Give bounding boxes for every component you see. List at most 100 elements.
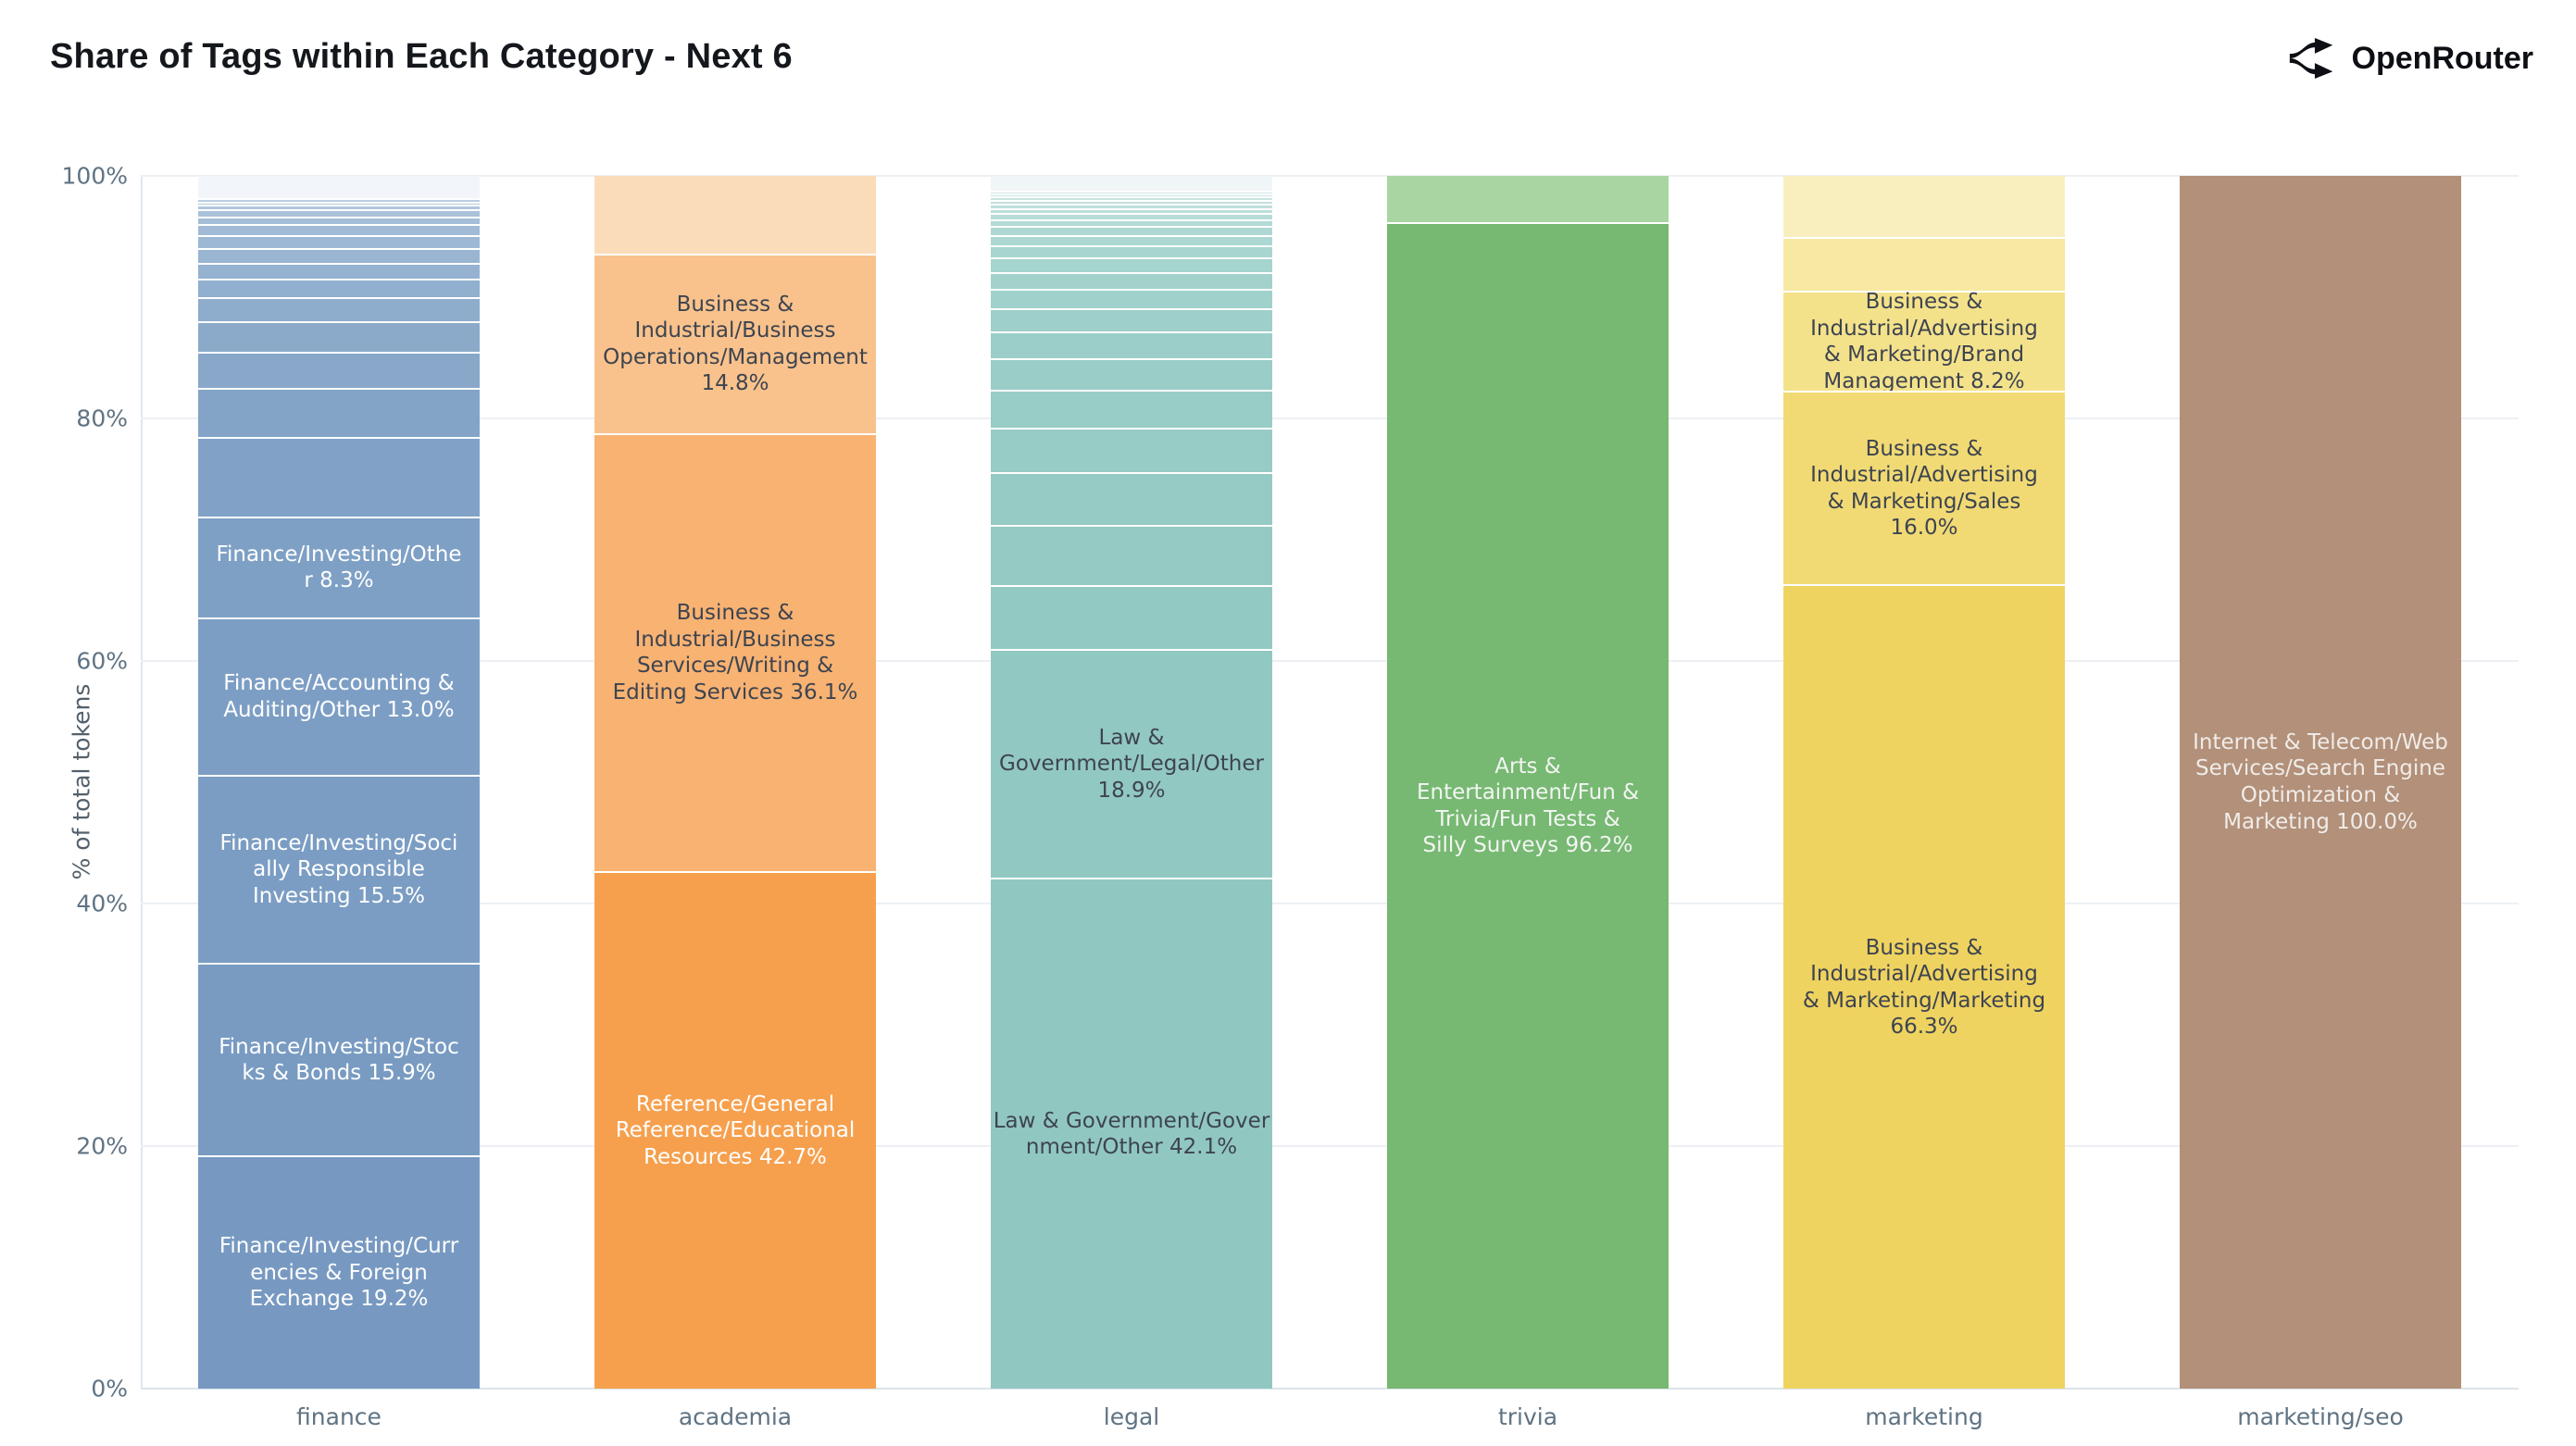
x-axis-label: legal: [1103, 1403, 1160, 1430]
bar-segment-label: Business & Industrial/Advertising & Market…: [1802, 935, 2046, 1040]
bar-segment[interactable]: [198, 205, 480, 210]
gridline: [141, 903, 2519, 904]
bar-segment[interactable]: Business & Industrial/Business Services/Wr…: [594, 432, 876, 871]
bar-segment[interactable]: [1783, 176, 2065, 237]
bar-segment[interactable]: [198, 224, 480, 235]
bar-segment[interactable]: [991, 585, 1272, 649]
bar-segment[interactable]: [198, 388, 480, 437]
bar-segment[interactable]: [991, 308, 1272, 332]
bar-segment[interactable]: [991, 200, 1272, 205]
bar-segment[interactable]: [198, 297, 480, 322]
y-tick-label: 100%: [61, 162, 128, 190]
bar-segment-label: Arts & Entertainment/Fun & Trivia/Fun Test…: [1416, 754, 1640, 858]
bar-segment[interactable]: [991, 427, 1272, 473]
openrouter-icon: [2285, 31, 2339, 85]
bar-segment[interactable]: [198, 216, 480, 225]
x-axis-label: marketing: [1865, 1403, 1983, 1430]
bar-segment[interactable]: [1783, 236, 2065, 292]
bar-segment[interactable]: [198, 201, 480, 206]
bar-segment[interactable]: Arts & Entertainment/Fun & Trivia/Fun Test…: [1387, 221, 1669, 1389]
bar-segment[interactable]: [991, 212, 1272, 219]
bar-segment[interactable]: [991, 176, 1272, 191]
bar-segment[interactable]: Internet & Telecom/Web Services/Search En…: [2180, 176, 2461, 1389]
y-tick-label: 80%: [76, 405, 128, 432]
bar-segment[interactable]: Business & Industrial/Advertising & Market…: [1783, 390, 2065, 585]
y-tick-label: 40%: [76, 890, 128, 917]
bar-segment-label: Reference/General Reference/Educational Re…: [615, 1091, 856, 1169]
bar-segment[interactable]: [991, 472, 1272, 525]
bar-segment[interactable]: Finance/Investing/Othe r 8.3%: [198, 517, 480, 617]
bar-segment[interactable]: [991, 331, 1272, 359]
y-tick-label: 20%: [76, 1132, 128, 1160]
gridline: [141, 418, 2519, 419]
bar-segment[interactable]: Finance/Investing/Stoc ks & Bonds 15.9%: [198, 963, 480, 1156]
bar-segment[interactable]: [198, 279, 480, 297]
bar-segment[interactable]: [198, 176, 480, 198]
page-title: Share of Tags within Each Category - Nex…: [50, 37, 793, 76]
bar-segment[interactable]: [991, 190, 1272, 193]
bar-segment[interactable]: [991, 204, 1272, 208]
bar-segment[interactable]: Business & Industrial/Business Operations/…: [594, 253, 876, 433]
bar-segment[interactable]: [198, 234, 480, 248]
bar-segment[interactable]: [198, 197, 480, 202]
bar-segment-label: Business & Industrial/Business Services/Wr…: [612, 601, 858, 704]
bar-segment[interactable]: Reference/General Reference/Educational Re…: [594, 870, 876, 1389]
bar-segment[interactable]: [991, 272, 1272, 290]
bar-segment[interactable]: [991, 196, 1272, 201]
bar-segment-label: Finance/Investing/Curr encies & Foreign Ex…: [219, 1234, 459, 1312]
bar-segment-label: Business & Industrial/Advertising & Market…: [1810, 290, 2038, 393]
bar-segment[interactable]: [198, 436, 480, 517]
x-axis-label: academia: [678, 1403, 793, 1430]
y-tick-label: 0%: [91, 1375, 128, 1402]
bar-segment[interactable]: [991, 257, 1272, 273]
bar-segment[interactable]: [991, 245, 1272, 258]
bar-segment[interactable]: [198, 247, 480, 263]
bar-segment[interactable]: [991, 207, 1272, 213]
bar-segment-label: Finance/Investing/Soci ally Responsible In…: [219, 830, 458, 908]
x-axis-label: trivia: [1497, 1403, 1558, 1430]
bar-segment-label: Law & Government/Gover nment/Other 42.1%: [993, 1108, 1270, 1160]
bar-segment[interactable]: [991, 234, 1272, 246]
bar-segment-label: Finance/Accounting & Auditing/Other 13.0%: [223, 671, 455, 722]
bar-segment[interactable]: [198, 321, 480, 352]
bar-segment[interactable]: Law & Government/Legal/Other 18.9%: [991, 648, 1272, 879]
bar-segment[interactable]: Business & Industrial/Advertising & Market…: [1783, 584, 2065, 1389]
bar-segment[interactable]: Business & Industrial/Advertising & Market…: [1783, 290, 2065, 393]
y-tick-label: 60%: [76, 647, 128, 675]
bar-segment[interactable]: [198, 262, 480, 280]
bar-segment[interactable]: [1387, 176, 1669, 222]
bar-segment-label: Law & Government/Legal/Other 18.9%: [999, 725, 1264, 803]
gridline: [141, 175, 2519, 177]
y-axis-title: % of total tokens: [68, 683, 95, 880]
y-axis-line: [141, 176, 143, 1389]
bar-segment-label: Business & Industrial/Advertising & Market…: [1810, 436, 2038, 541]
bar-segment[interactable]: [991, 193, 1272, 197]
bar-segment[interactable]: [198, 351, 480, 389]
bar-segment-label: Internet & Telecom/Web Services/Search En…: [2193, 729, 2448, 834]
gridline: [141, 1388, 2519, 1390]
bar-segment[interactable]: [198, 209, 480, 217]
bar-segment[interactable]: [991, 390, 1272, 428]
openrouter-logo: OpenRouter: [2285, 31, 2533, 85]
x-axis-label: marketing/seo: [2237, 1403, 2404, 1430]
bar-segment[interactable]: Finance/Accounting & Auditing/Other 13.0%: [198, 617, 480, 776]
bar-segment[interactable]: [594, 176, 876, 254]
bar-segment[interactable]: Law & Government/Gover nment/Other 42.1%: [991, 878, 1272, 1389]
bar-segment[interactable]: [991, 226, 1272, 235]
plot-area: 0% 20% 40% 60% 80% 100% Finance/Investing/Othe…: [62, 163, 2519, 1430]
brand-name: OpenRouter: [2351, 40, 2533, 76]
bar-segment[interactable]: Finance/Investing/Curr encies & Foreign Ex…: [198, 1155, 480, 1389]
bar-segment[interactable]: [991, 358, 1272, 391]
bar-segment-label: Finance/Investing/Othe r 8.3%: [216, 542, 462, 593]
bar-segment-label: Finance/Investing/Stoc ks & Bonds 15.9%: [219, 1034, 459, 1086]
gridline: [141, 1145, 2519, 1147]
x-axis-label: finance: [296, 1403, 381, 1430]
page-header: Share of Tags within Each Category - Nex…: [0, 0, 2576, 111]
gridline: [141, 660, 2519, 662]
bar-segment[interactable]: [991, 218, 1272, 227]
bar-segment[interactable]: Finance/Investing/Soci ally Responsible In…: [198, 775, 480, 964]
bar-segment-label: Business & Industrial/Business Operations/…: [603, 292, 868, 396]
bar-segment[interactable]: [991, 524, 1272, 586]
bar-segment[interactable]: [991, 289, 1272, 309]
stacked-bar-chart: % of total tokens 0% 20% 40% 60% 80% 100% Fina…: [0, 111, 2576, 1446]
